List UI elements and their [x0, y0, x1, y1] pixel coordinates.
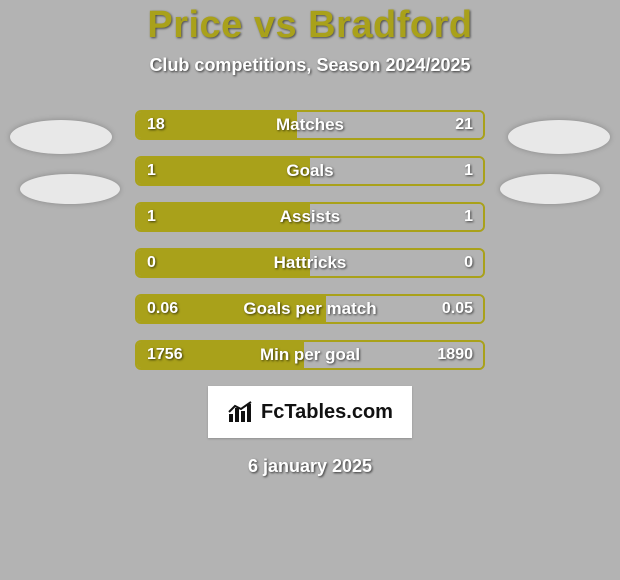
stat-row: 1Assists1 — [135, 202, 485, 232]
branding-chart-icon — [227, 400, 255, 424]
player-left-avatar-1 — [10, 120, 112, 154]
subtitle: Club competitions, Season 2024/2025 — [0, 55, 620, 76]
stat-row: 18Matches21 — [135, 110, 485, 140]
stat-value-right: 1 — [464, 204, 473, 230]
stat-row: 0.06Goals per match0.05 — [135, 294, 485, 324]
stat-label: Matches — [137, 112, 483, 138]
branding-badge[interactable]: FcTables.com — [208, 386, 412, 438]
stat-label: Goals — [137, 158, 483, 184]
stat-label: Assists — [137, 204, 483, 230]
stats-container: 18Matches211Goals11Assists10Hattricks00.… — [135, 110, 485, 370]
stat-label: Min per goal — [137, 342, 483, 368]
stat-value-right: 1890 — [437, 342, 473, 368]
stat-value-right: 21 — [455, 112, 473, 138]
stat-row: 1Goals1 — [135, 156, 485, 186]
stat-value-right: 0.05 — [442, 296, 473, 322]
footer-date: 6 january 2025 — [0, 456, 620, 477]
player-left-avatar-2 — [20, 174, 120, 204]
player-right-avatar-2 — [500, 174, 600, 204]
stat-value-right: 0 — [464, 250, 473, 276]
stat-row: 0Hattricks0 — [135, 248, 485, 278]
player-right-avatar-1 — [508, 120, 610, 154]
stat-row: 1756Min per goal1890 — [135, 340, 485, 370]
page-title: Price vs Bradford — [0, 4, 620, 47]
stat-value-right: 1 — [464, 158, 473, 184]
branding-text: FcTables.com — [261, 401, 393, 424]
stat-label: Hattricks — [137, 250, 483, 276]
stat-label: Goals per match — [137, 296, 483, 322]
comparison-card: Price vs Bradford Club competitions, Sea… — [0, 0, 620, 580]
